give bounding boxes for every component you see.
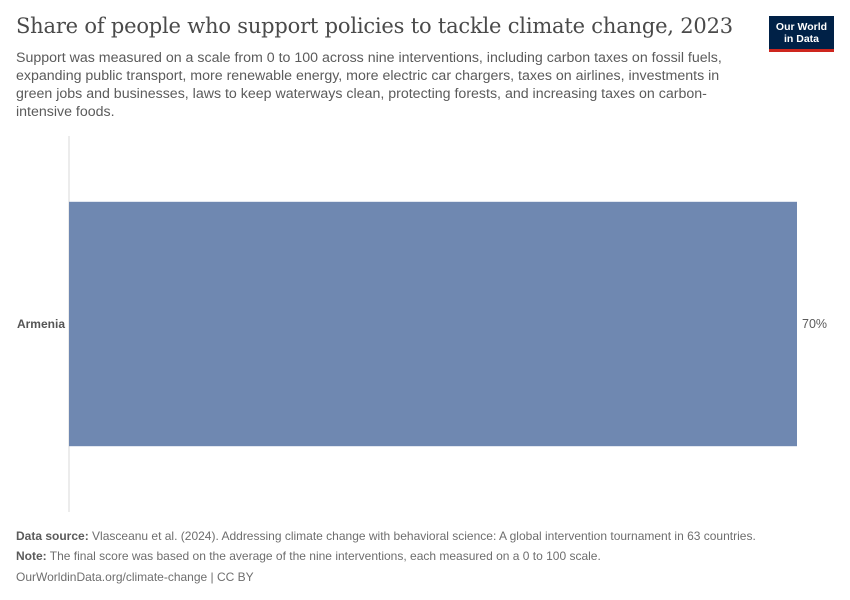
source-text: Vlasceanu et al. (2024). Addressing clim… <box>92 529 756 543</box>
logo-line-1: Our World <box>775 21 828 33</box>
license-text: | CC BY <box>207 570 254 584</box>
footer-links: OurWorldinData.org/climate-change | CC B… <box>16 570 254 584</box>
chart-title: Share of people who support policies to … <box>16 14 733 38</box>
category-label: Armenia <box>17 317 65 331</box>
topic-link[interactable]: OurWorldinData.org/climate-change <box>16 570 208 584</box>
value-label: 70% <box>802 317 827 331</box>
owid-logo[interactable]: Our World in Data <box>769 16 834 52</box>
note-label: Note: <box>16 549 47 563</box>
note-text: The final score was based on the average… <box>49 549 601 563</box>
chart-subtitle: Support was measured on a scale from 0 t… <box>16 50 722 120</box>
data-note: Note: The final score was based on the a… <box>16 549 601 563</box>
source-label: Data source: <box>16 529 89 543</box>
logo-line-2: in Data <box>783 33 819 45</box>
bar-armenia[interactable] <box>69 201 797 447</box>
data-source: Data source: Vlasceanu et al. (2024). Ad… <box>16 529 756 543</box>
